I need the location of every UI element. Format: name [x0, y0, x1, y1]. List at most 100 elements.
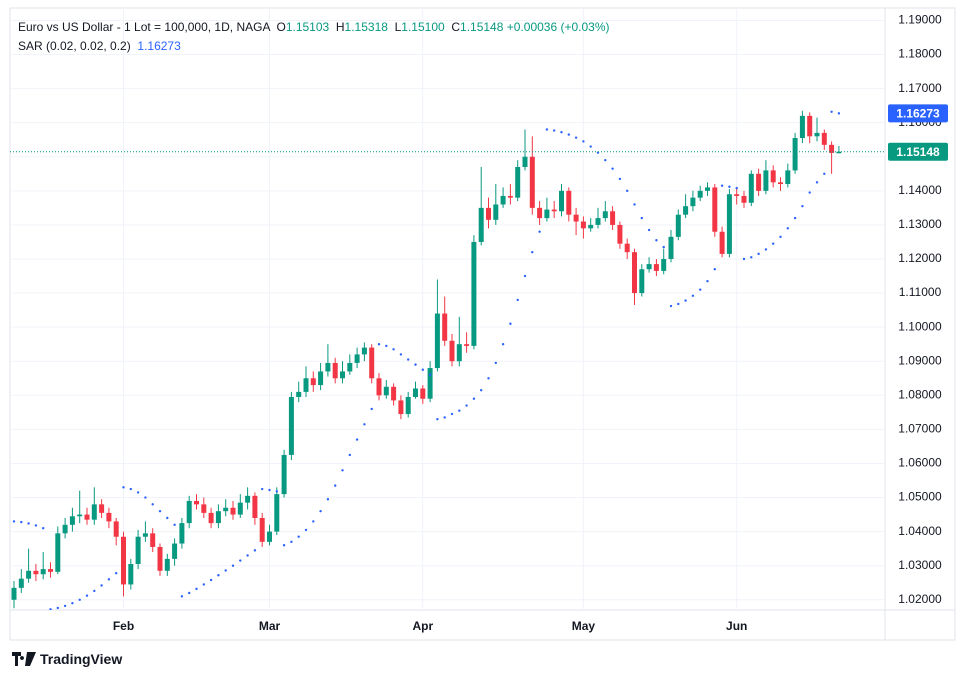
indicator-value: 1.16273 — [137, 39, 181, 53]
candle-body — [420, 388, 426, 399]
sar-dot — [78, 598, 81, 601]
sar-dot — [713, 268, 716, 271]
sar-dot — [501, 342, 505, 346]
sar-dot — [772, 242, 775, 245]
sar-dot — [377, 342, 381, 346]
sar-dot — [487, 377, 490, 380]
y-tick-label: 1.04000 — [898, 524, 942, 538]
sar-dot — [735, 186, 738, 190]
sar-dot — [633, 203, 636, 206]
y-tick-label: 1.03000 — [898, 558, 942, 572]
candle-body — [829, 144, 835, 153]
candle-body — [726, 194, 732, 254]
high-label: H — [335, 20, 345, 34]
candle-body — [478, 207, 484, 242]
sar-dot — [63, 604, 67, 608]
candle-body — [121, 536, 126, 585]
candle-body — [281, 454, 287, 495]
sar-dot — [407, 358, 410, 361]
candle-body — [427, 368, 433, 399]
y-tick-label: 1.09000 — [898, 353, 942, 367]
sar-dot — [261, 487, 264, 491]
sar-dot — [71, 601, 74, 605]
sar-dot — [604, 158, 607, 162]
candle-body — [763, 170, 769, 191]
y-tick-label: 1.14000 — [898, 183, 942, 197]
candle-body — [274, 494, 280, 532]
sar-dot — [545, 128, 549, 131]
y-tick-label: 1.18000 — [898, 47, 942, 61]
brand[interactable]: TradingView — [12, 651, 122, 667]
sar-dot — [808, 191, 811, 194]
sar-dot — [560, 131, 563, 134]
candle-body — [26, 570, 32, 579]
candle-body — [259, 517, 265, 542]
indicator-legend: SAR (0.02, 0.02, 0.2) 1.16273 — [18, 39, 181, 53]
candle-body — [464, 344, 470, 346]
sar-dot — [290, 540, 293, 544]
candle-body — [705, 187, 710, 191]
candle-body — [588, 224, 594, 229]
sar-dot — [268, 488, 271, 492]
candle-body — [296, 391, 302, 398]
close-value: 1.15148 — [460, 20, 504, 34]
candle-body — [91, 504, 97, 520]
sar-dot — [334, 484, 337, 487]
x-tick-label: Feb — [113, 619, 134, 633]
candle-body — [186, 500, 192, 524]
candle-body — [325, 362, 331, 372]
candle-body — [573, 214, 579, 222]
candle-body — [836, 151, 842, 154]
candle-body — [164, 558, 170, 571]
sar-dot — [458, 409, 461, 412]
low-value: 1.15100 — [401, 20, 445, 34]
sar-dot — [253, 549, 257, 552]
candle-body — [507, 195, 513, 198]
candle-body — [610, 211, 616, 225]
last-price-label: 1.15148 — [896, 145, 940, 159]
x-tick-label: Jun — [726, 619, 747, 633]
candle-body — [529, 156, 535, 208]
sar-dot — [472, 397, 476, 400]
candle-body — [142, 533, 148, 537]
sar-dot — [706, 279, 709, 283]
sar-dot — [837, 112, 841, 115]
candle-body — [639, 269, 645, 294]
sar-dot — [742, 257, 746, 261]
candle-body — [135, 536, 141, 564]
sar-dot — [93, 589, 96, 593]
sar-dot — [56, 606, 59, 610]
candle-body — [62, 524, 68, 534]
candle-body — [18, 578, 24, 588]
candle-body — [194, 500, 199, 505]
sar-dot — [385, 344, 388, 348]
sar-dot — [414, 363, 417, 366]
sar-dot — [757, 252, 760, 256]
candle-body — [792, 138, 798, 171]
sar-dot — [669, 304, 673, 308]
candle-body — [544, 209, 550, 219]
sar-dot — [20, 520, 23, 524]
candle-body — [486, 207, 491, 220]
sar-dot — [538, 230, 541, 233]
sar-dot — [531, 250, 534, 254]
sar-dot — [786, 227, 789, 230]
sar-dot — [224, 569, 227, 572]
candle-body — [456, 344, 462, 362]
candle-body — [719, 231, 725, 254]
x-tick-label: May — [572, 619, 596, 633]
candle-body — [821, 132, 827, 145]
candle-body — [106, 512, 112, 522]
candle-body — [748, 173, 754, 203]
sar-dot — [209, 578, 213, 582]
candle-body — [559, 190, 564, 212]
sar-dot — [115, 571, 118, 575]
sar-dot — [100, 584, 103, 587]
candle-body — [84, 514, 90, 520]
plot-area — [10, 8, 885, 610]
candle-body — [734, 194, 740, 196]
candle-body — [215, 511, 221, 524]
sar-dot — [677, 302, 680, 306]
